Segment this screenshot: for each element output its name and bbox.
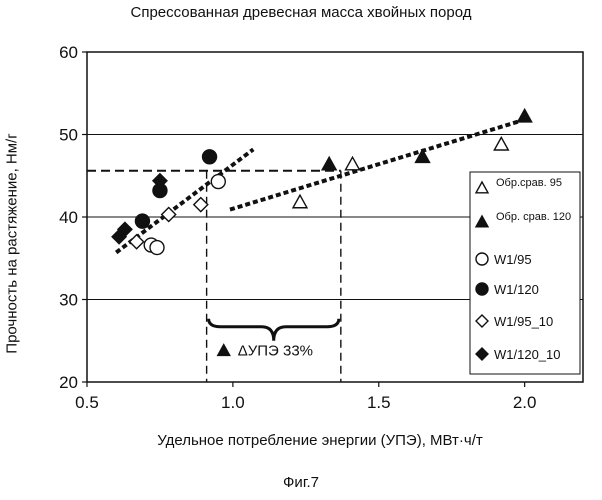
- data-point: [194, 198, 208, 212]
- data-point: [162, 208, 176, 222]
- x-tick-label: 1.0: [221, 393, 245, 412]
- legend-box: [470, 172, 580, 374]
- data-point: [322, 157, 336, 170]
- legend-label: Обр.срав. 95: [496, 177, 562, 189]
- x-tick-label: 0.5: [75, 393, 99, 412]
- y-tick-label: 60: [59, 43, 78, 62]
- data-point: [494, 137, 508, 150]
- legend-label: W1/95: [494, 252, 532, 267]
- legend-label: W1/95_10: [494, 314, 553, 329]
- data-point: [518, 109, 532, 122]
- annotation-marker: [218, 345, 230, 356]
- y-tick-label: 20: [59, 373, 78, 392]
- delta-brace: [209, 319, 339, 341]
- legend-label: W1/120_10: [494, 347, 561, 362]
- data-point: [150, 241, 164, 255]
- data-point: [203, 150, 217, 164]
- y-tick-label: 50: [59, 126, 78, 145]
- data-point: [346, 157, 360, 170]
- x-tick-label: 1.5: [367, 393, 391, 412]
- data-point: [211, 175, 225, 189]
- legend-marker: [476, 253, 488, 265]
- y-tick-label: 30: [59, 291, 78, 310]
- legend-label: W1/120: [494, 282, 539, 297]
- x-tick-label: 2.0: [513, 393, 537, 412]
- data-point: [293, 195, 307, 208]
- scatter-chart: 20 30 40 50 60 0.5 1.0 1.5 2.0 ΔУПЭ 33% Обр.срав. …: [0, 0, 602, 500]
- legend-label: Обр. срав. 120: [496, 211, 571, 223]
- data-point: [130, 235, 144, 249]
- annotation-label: ΔУПЭ 33%: [238, 343, 313, 360]
- legend-marker: [476, 283, 488, 295]
- y-tick-label: 40: [59, 208, 78, 227]
- data-point: [135, 214, 149, 228]
